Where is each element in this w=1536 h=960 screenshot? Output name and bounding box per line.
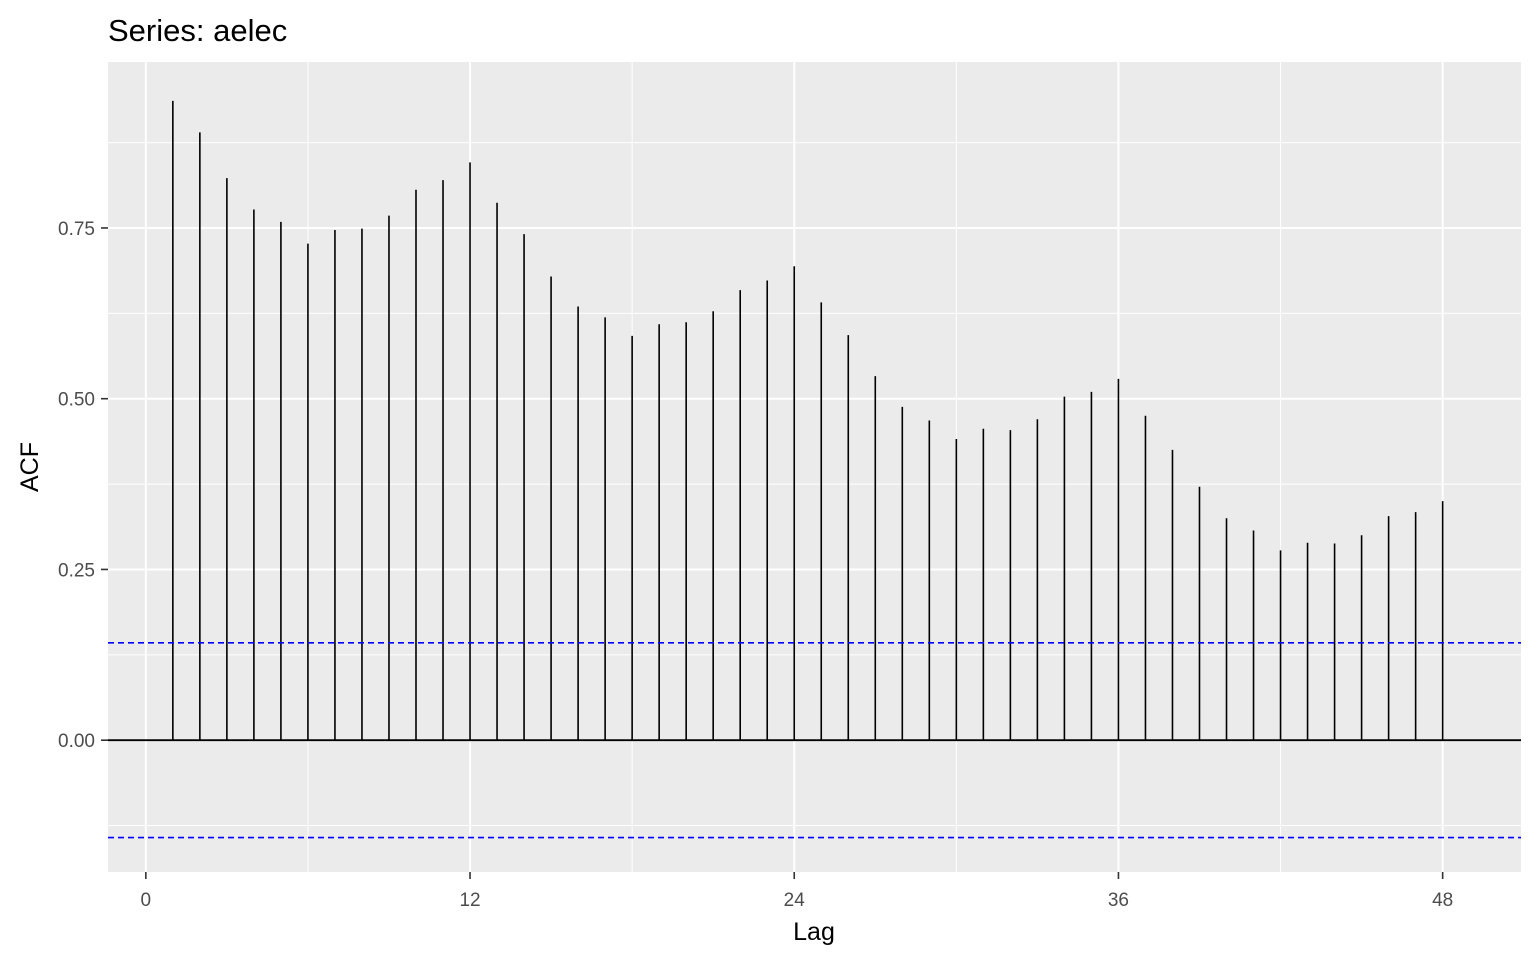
y-axis-title: ACF (16, 442, 44, 492)
x-tick-label: 12 (459, 890, 480, 911)
y-tick-label: 0.00 (58, 731, 95, 752)
x-tick-label: 48 (1432, 890, 1453, 911)
plot-panel (108, 62, 1521, 872)
x-tick-label: 0 (141, 890, 152, 911)
y-tick-label: 0.25 (58, 560, 95, 581)
grid-minor (108, 62, 1521, 872)
x-axis: 0 12 24 36 48 (141, 872, 1453, 911)
x-axis-title: Lag (793, 918, 835, 946)
x-tick-label: 24 (784, 890, 806, 911)
x-tick-label: 36 (1108, 890, 1129, 911)
chart-title: Series: aelec (108, 13, 287, 48)
reference-lines (108, 641, 1521, 839)
y-axis: 0.00 0.25 0.50 0.75 (58, 219, 108, 752)
acf-bars (172, 100, 1444, 741)
y-tick-label: 0.50 (58, 390, 95, 411)
y-tick-label: 0.75 (58, 219, 95, 240)
